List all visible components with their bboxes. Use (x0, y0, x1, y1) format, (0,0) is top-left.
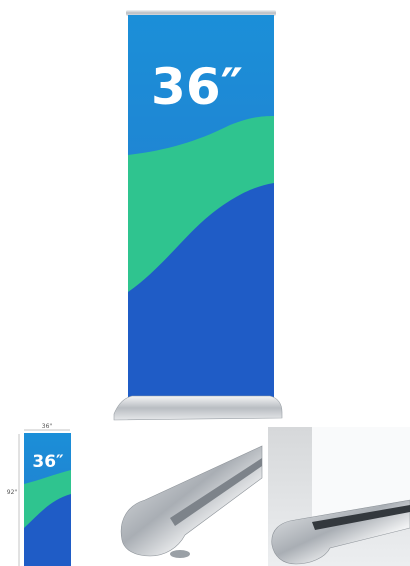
width-label: 36" (42, 423, 53, 430)
main-image[interactable]: 36″ (113, 10, 283, 421)
banner-text: 36″ (32, 452, 64, 472)
foot (170, 550, 190, 558)
banner-back (312, 427, 410, 522)
thumbnail[interactable] (120, 445, 263, 558)
blue-wave (24, 494, 71, 566)
thumbnail[interactable] (268, 427, 410, 566)
top-rail (126, 10, 276, 16)
base-closeup (120, 445, 263, 557)
height-label: 92" (7, 489, 18, 496)
thumbnail[interactable]: 36" 92" 36″ (7, 423, 71, 566)
banner-slot (312, 505, 410, 530)
base (113, 395, 283, 421)
groove (170, 458, 262, 526)
blue-wave (128, 183, 274, 398)
banner-text: 36″ (151, 58, 243, 116)
